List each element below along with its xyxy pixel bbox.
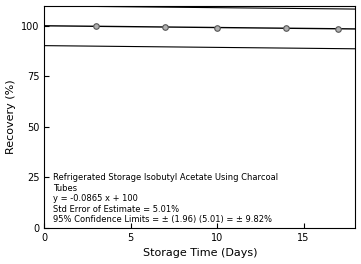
X-axis label: Storage Time (Days): Storage Time (Days) — [143, 248, 257, 258]
Y-axis label: Recovery (%): Recovery (%) — [5, 79, 16, 154]
Text: Refrigerated Storage Isobutyl Acetate Using Charcoal
Tubes
y = -0.0865 x + 100
S: Refrigerated Storage Isobutyl Acetate Us… — [53, 173, 278, 224]
